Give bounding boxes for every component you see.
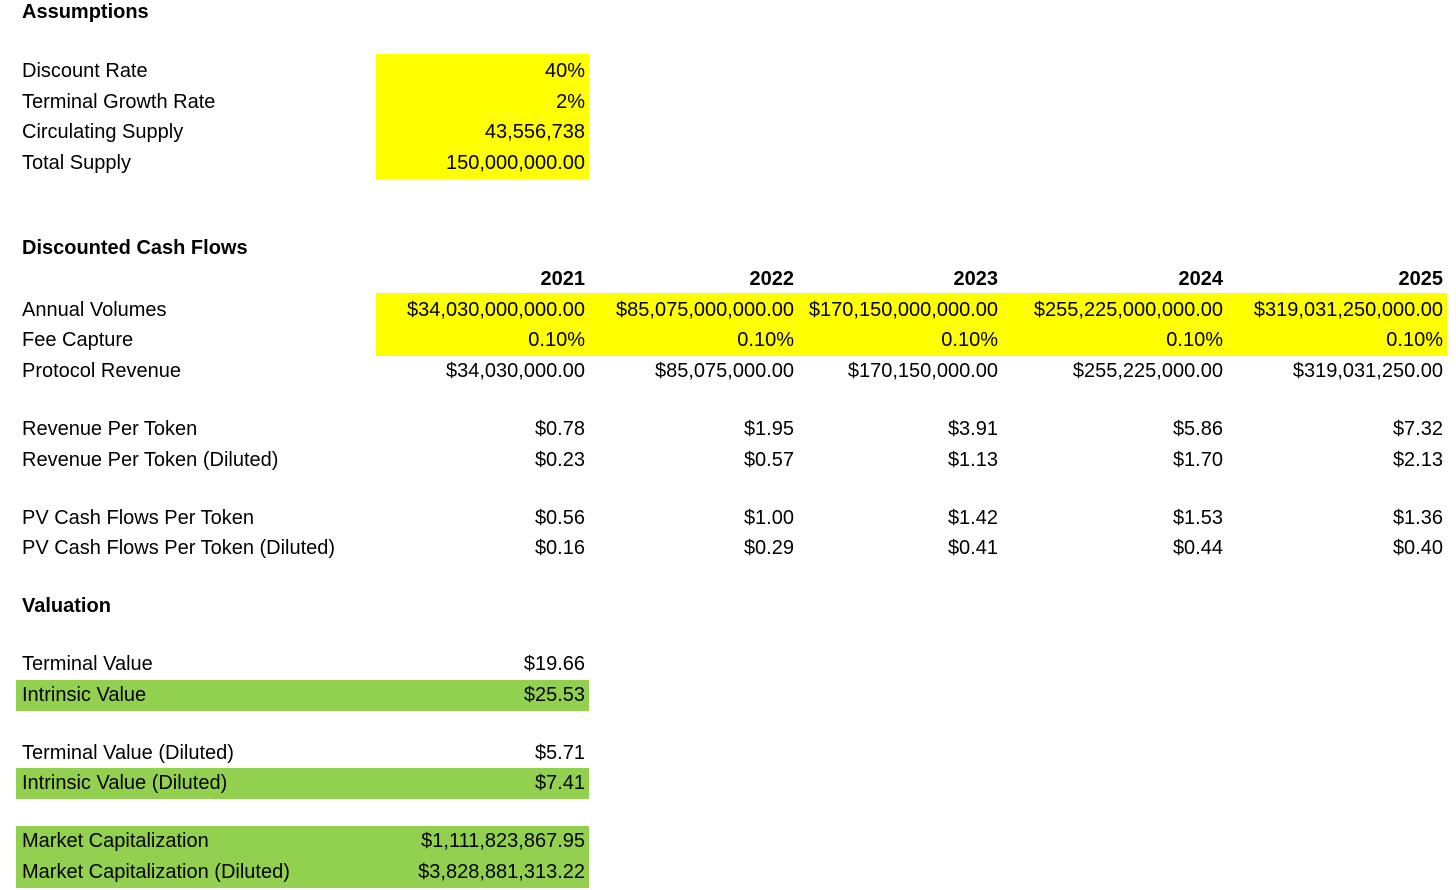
terminal-growth-rate-value[interactable]: 2% [556,91,585,113]
protocol-revenue-2025[interactable]: $319,031,250.00 [1292,360,1443,382]
pv-per-token-diluted-2021[interactable]: $0.16 [534,537,585,559]
revenue-per-token-diluted-2025[interactable]: $2.13 [1392,449,1443,471]
total-supply-label: Total Supply [22,152,131,174]
terminal-value-diluted-value[interactable]: $5.71 [534,742,585,764]
terminal-value-diluted-label: Terminal Value (Diluted) [22,742,234,764]
terminal-value-label: Terminal Value [22,653,153,675]
annual-volumes-2025[interactable]: $319,031,250,000.00 [1253,299,1443,321]
revenue-per-token-2023[interactable]: $3.91 [947,418,998,440]
protocol-revenue-label: Protocol Revenue [22,360,181,382]
revenue-per-token-2025[interactable]: $7.32 [1392,418,1443,440]
fee-capture-2022[interactable]: 0.10% [737,329,794,351]
protocol-revenue-2022[interactable]: $85,075,000.00 [654,360,794,382]
annual-volumes-label: Annual Volumes [22,299,167,321]
protocol-revenue-2023[interactable]: $170,150,000.00 [847,360,998,382]
market-cap-diluted-value[interactable]: $3,828,881,313.22 [418,861,585,883]
pv-per-token-2024[interactable]: $1.53 [1172,507,1223,529]
protocol-revenue-2024[interactable]: $255,225,000.00 [1072,360,1223,382]
dcf-title: Discounted Cash Flows [22,237,248,259]
valuation-title: Valuation [22,595,111,617]
revenue-per-token-label: Revenue Per Token [22,418,198,440]
revenue-per-token-diluted-2022[interactable]: $0.57 [743,449,794,471]
intrinsic-value-row [16,680,589,711]
assumptions-title: Assumptions [22,1,149,23]
year-2025: 2025 [1398,268,1444,290]
terminal-growth-rate-label: Terminal Growth Rate [22,91,216,113]
revenue-per-token-2024[interactable]: $5.86 [1172,418,1223,440]
annual-volumes-2024[interactable]: $255,225,000,000.00 [1033,299,1223,321]
circulating-supply-value[interactable]: 43,556,738 [484,121,585,143]
fee-capture-2023[interactable]: 0.10% [941,329,998,351]
intrinsic-value-diluted-label: Intrinsic Value (Diluted) [22,772,228,794]
fee-capture-2021[interactable]: 0.10% [528,329,585,351]
revenue-per-token-diluted-2024[interactable]: $1.70 [1172,449,1223,471]
market-cap-label: Market Capitalization [22,830,209,852]
year-2021: 2021 [540,268,586,290]
pv-per-token-label: PV Cash Flows Per Token [22,507,254,529]
intrinsic-value-diluted-value[interactable]: $7.41 [534,772,585,794]
total-supply-value[interactable]: 150,000,000.00 [445,152,585,174]
discount-rate-value[interactable]: 40% [544,60,585,82]
revenue-per-token-diluted-label: Revenue Per Token (Diluted) [22,449,279,471]
protocol-revenue-2021[interactable]: $34,030,000.00 [445,360,585,382]
year-2023: 2023 [953,268,999,290]
revenue-per-token-diluted-2021[interactable]: $0.23 [534,449,585,471]
pv-per-token-2025[interactable]: $1.36 [1392,507,1443,529]
fee-capture-2025[interactable]: 0.10% [1386,329,1443,351]
market-cap-diluted-label: Market Capitalization (Diluted) [22,861,290,883]
annual-volumes-2023[interactable]: $170,150,000,000.00 [808,299,998,321]
pv-per-token-diluted-2023[interactable]: $0.41 [947,537,998,559]
terminal-value-value[interactable]: $19.66 [523,653,585,675]
annual-volumes-2021[interactable]: $34,030,000,000.00 [407,299,585,321]
circulating-supply-label: Circulating Supply [22,121,184,143]
pv-per-token-2021[interactable]: $0.56 [534,507,585,529]
revenue-per-token-2022[interactable]: $1.95 [743,418,794,440]
pv-per-token-2023[interactable]: $1.42 [947,507,998,529]
pv-per-token-diluted-label: PV Cash Flows Per Token (Diluted) [22,537,336,559]
revenue-per-token-diluted-2023[interactable]: $1.13 [947,449,998,471]
discount-rate-label: Discount Rate [22,60,148,82]
dcf-input-block [376,293,1447,356]
year-2024: 2024 [1178,268,1224,290]
revenue-per-token-2021[interactable]: $0.78 [534,418,585,440]
pv-per-token-2022[interactable]: $1.00 [743,507,794,529]
fee-capture-2024[interactable]: 0.10% [1166,329,1223,351]
market-cap-value[interactable]: $1,111,823,867.95 [421,830,585,852]
year-2022: 2022 [749,268,795,290]
assumptions-input-block [376,54,589,179]
intrinsic-value-label: Intrinsic Value [22,684,147,706]
fee-capture-label: Fee Capture [22,329,134,351]
intrinsic-value-diluted-row [16,768,589,799]
market-cap-block [16,826,589,888]
intrinsic-value-value[interactable]: $25.53 [523,684,585,706]
pv-per-token-diluted-2024[interactable]: $0.44 [1172,537,1223,559]
pv-per-token-diluted-2022[interactable]: $0.29 [743,537,794,559]
pv-per-token-diluted-2025[interactable]: $0.40 [1392,537,1443,559]
annual-volumes-2022[interactable]: $85,075,000,000.00 [616,299,794,321]
